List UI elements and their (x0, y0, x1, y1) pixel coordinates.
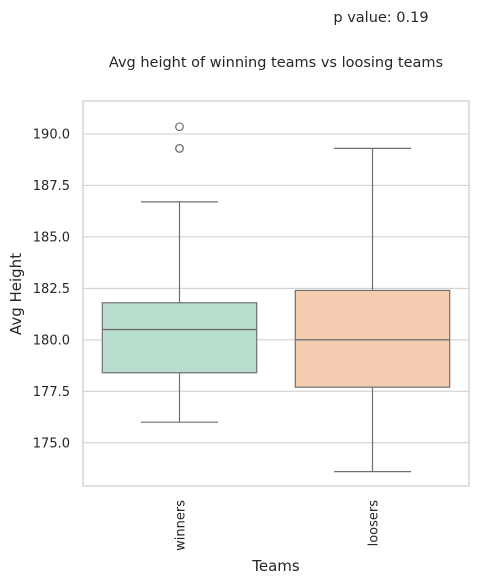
box-winners (101, 122, 258, 423)
y-tick-label: 185.0 (33, 230, 70, 245)
box-loosers (294, 147, 451, 473)
outlier-point (175, 122, 184, 132)
iqr-box (294, 289, 451, 388)
y-tick-label: 182.5 (33, 282, 70, 297)
x-tick-label: loosers (367, 500, 382, 547)
y-tick-label: 180.0 (33, 333, 70, 348)
y-tick-label: 187.5 (33, 179, 70, 194)
iqr-box (101, 302, 258, 374)
x-tick-label: winners (174, 500, 189, 551)
grid-lines (83, 133, 469, 444)
y-tick-label: 190.0 (33, 127, 70, 142)
x-tick-labels: winners loosers (174, 500, 382, 551)
plot-frame (82, 100, 470, 487)
y-tick-label: 175.0 (33, 436, 70, 451)
p-value-title: p value: 0.19 (333, 10, 428, 26)
y-axis-label: Avg Height (7, 253, 25, 335)
x-axis-label: Teams (251, 557, 300, 575)
y-tick-label: 177.5 (33, 385, 70, 400)
y-tick-labels: 175.0 177.5 180.0 182.5 185.0 187.5 190.0 (33, 127, 70, 451)
chart-title: Avg height of winning teams vs loosing t… (109, 55, 443, 71)
outlier-point (175, 143, 184, 153)
boxes (101, 122, 451, 473)
